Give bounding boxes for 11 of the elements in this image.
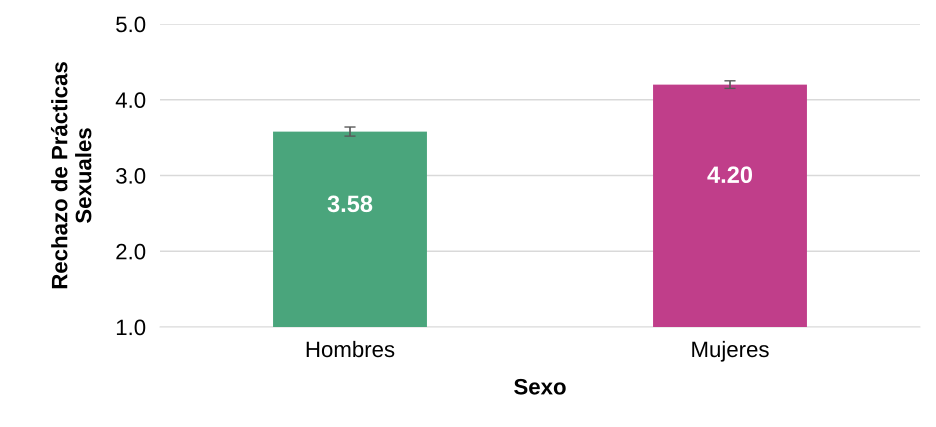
x-tick-label: Hombres xyxy=(306,340,394,358)
y-tick-label: 3.0 xyxy=(116,168,146,184)
data-label: 3.58 xyxy=(328,195,372,212)
y-tick-label: 2.0 xyxy=(116,244,146,260)
y-tick-label: 1.0 xyxy=(116,320,146,336)
data-label: 4.20 xyxy=(707,166,752,184)
y-axis-title: Rechazo de Prácticas Sexuales xyxy=(50,62,92,288)
y-tick-label: 4.0 xyxy=(116,92,146,108)
x-tick-label: Mujeres xyxy=(692,340,769,362)
x-axis-title: Sexo xyxy=(514,378,566,395)
y-tick-label: 5.0 xyxy=(116,16,146,32)
